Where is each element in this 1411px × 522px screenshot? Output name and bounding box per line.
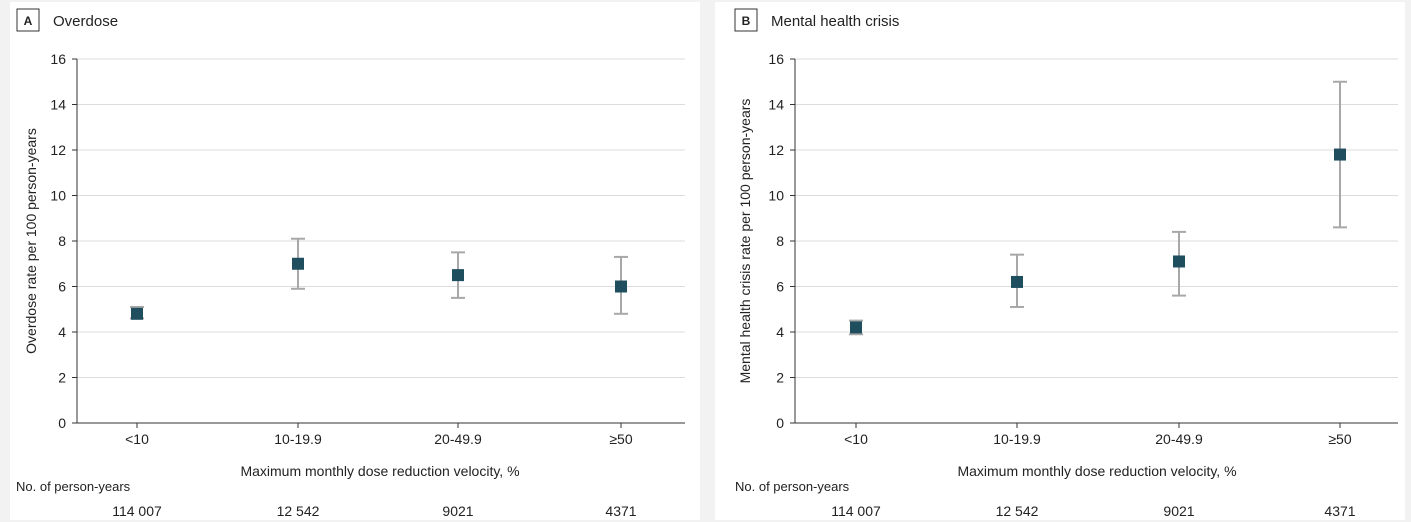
panel-title: Overdose: [53, 13, 118, 30]
person-years-value: 12 542: [996, 503, 1039, 519]
y-tick-label: 10: [50, 188, 66, 204]
data-point-marker: [1173, 255, 1185, 268]
x-tick-label: 10-19.9: [274, 431, 322, 447]
data-point-marker: [131, 307, 143, 320]
person-years-value: 4371: [1324, 503, 1355, 519]
y-tick-label: 10: [768, 188, 784, 204]
x-axis-title: Maximum monthly dose reduction velocity,…: [240, 463, 519, 479]
panel-badge-letter: A: [24, 14, 33, 28]
y-tick-label: 8: [58, 233, 66, 249]
x-tick-label: 10-19.9: [993, 431, 1041, 447]
data-point-marker: [1334, 148, 1346, 161]
y-axis-title: Mental health crisis rate per 100 person…: [737, 99, 753, 384]
panel-b: B Mental health crisis 0 2 4 6 8 10 12 14 16 Mental…: [715, 2, 1405, 520]
person-years-value: 12 542: [277, 503, 320, 519]
y-tick-label: 2: [776, 370, 784, 386]
y-tick-label: 0: [776, 415, 784, 431]
person-years-value: 9021: [442, 503, 473, 519]
y-tick-label: 14: [768, 97, 784, 113]
panel-a: A Overdose 0 2 4 6 8 10 12 14 16 Overdose rate per …: [10, 2, 700, 520]
data-point-marker: [292, 257, 304, 270]
x-tick-label: <10: [125, 431, 149, 447]
y-tick-label: 6: [776, 279, 784, 295]
x-axis-title: Maximum monthly dose reduction velocity,…: [957, 463, 1236, 479]
panel-background: [715, 2, 1405, 520]
y-tick-label: 4: [58, 324, 66, 340]
y-tick-label: 0: [58, 415, 66, 431]
y-axis-title: Overdose rate per 100 person-years: [23, 128, 39, 354]
y-tick-label: 12: [768, 142, 784, 158]
y-tick-label: 2: [58, 370, 66, 386]
x-tick-label: 20-49.9: [434, 431, 482, 447]
y-tick-label: 4: [776, 324, 784, 340]
y-tick-label: 6: [58, 279, 66, 295]
panel-badge-letter: B: [742, 14, 751, 28]
x-tick-label: 20-49.9: [1155, 431, 1203, 447]
data-point-marker: [615, 280, 627, 293]
y-tick-label: 8: [776, 233, 784, 249]
panel-background: [10, 2, 700, 520]
panel-badge: [734, 8, 758, 32]
person-years-value: 9021: [1163, 503, 1194, 519]
person-years-value: 114 007: [831, 503, 881, 519]
person-years-value: 114 007: [112, 503, 162, 519]
x-tick-label: ≥50: [1328, 431, 1351, 447]
x-tick-label: <10: [844, 431, 868, 447]
panel-badge: [16, 8, 40, 32]
data-point-marker: [1011, 275, 1023, 288]
data-point-marker: [452, 269, 464, 282]
y-tick-label: 12: [50, 142, 66, 158]
panel-title: Mental health crisis: [771, 13, 899, 30]
y-tick-label: 16: [768, 51, 784, 67]
person-years-label: No. of person-years: [16, 479, 131, 494]
y-tick-label: 14: [50, 97, 66, 113]
person-years-value: 4371: [605, 503, 636, 519]
y-tick-label: 16: [50, 51, 66, 67]
person-years-label: No. of person-years: [735, 479, 850, 494]
data-point-marker: [850, 321, 862, 334]
x-tick-label: ≥50: [609, 431, 632, 447]
